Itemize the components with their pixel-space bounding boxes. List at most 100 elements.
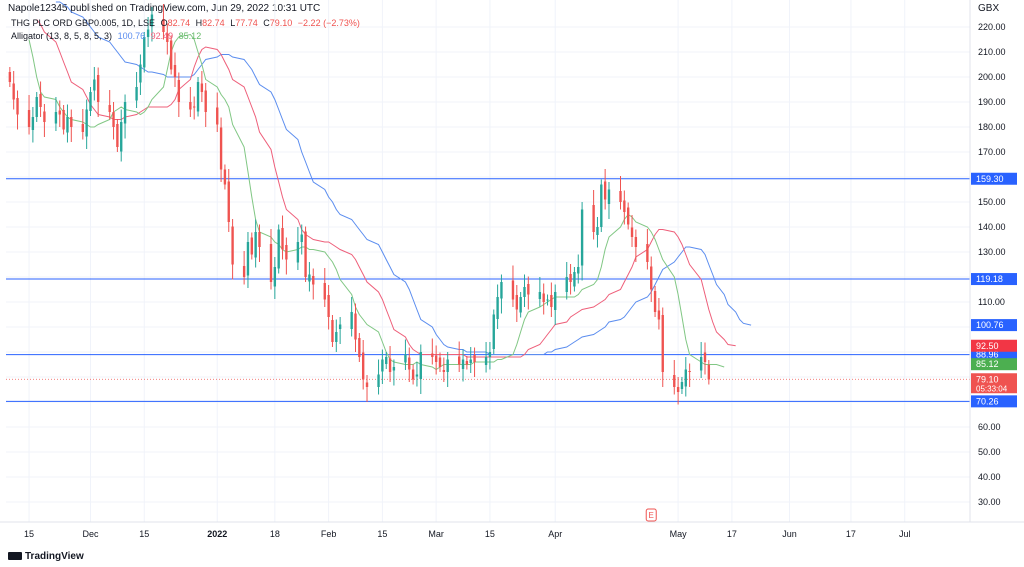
candle[interactable] bbox=[438, 352, 442, 373]
candle[interactable] bbox=[354, 303, 357, 353]
candle[interactable] bbox=[108, 90, 111, 120]
candle[interactable] bbox=[8, 67, 12, 87]
candle[interactable] bbox=[231, 219, 234, 280]
candle[interactable] bbox=[116, 119, 119, 152]
candle[interactable] bbox=[523, 274, 526, 308]
candle[interactable] bbox=[162, 4, 165, 40]
candle[interactable] bbox=[327, 285, 330, 330]
candle[interactable] bbox=[688, 363, 691, 388]
candle[interactable] bbox=[96, 67, 100, 118]
candle[interactable] bbox=[338, 317, 342, 344]
candle[interactable] bbox=[308, 262, 311, 292]
candle[interactable] bbox=[120, 109, 123, 162]
candle[interactable] bbox=[381, 349, 384, 385]
candle[interactable] bbox=[603, 169, 607, 210]
candle[interactable] bbox=[388, 346, 392, 382]
candle[interactable] bbox=[335, 319, 338, 353]
candle[interactable] bbox=[139, 54, 142, 96]
candle[interactable] bbox=[607, 182, 611, 219]
candle[interactable] bbox=[365, 375, 369, 402]
candle[interactable] bbox=[89, 87, 92, 116]
candle[interactable] bbox=[542, 283, 545, 315]
candle[interactable] bbox=[62, 105, 65, 135]
candle[interactable] bbox=[12, 71, 15, 110]
candle[interactable] bbox=[173, 52, 177, 88]
candle[interactable] bbox=[246, 232, 250, 288]
candle[interactable] bbox=[515, 285, 518, 322]
candle[interactable] bbox=[434, 345, 438, 375]
candle[interactable] bbox=[361, 340, 365, 390]
candle[interactable] bbox=[408, 347, 411, 383]
candle[interactable] bbox=[592, 190, 595, 240]
candle[interactable] bbox=[350, 297, 353, 337]
candle[interactable] bbox=[626, 202, 630, 230]
candle[interactable] bbox=[554, 284, 557, 326]
candle[interactable] bbox=[39, 81, 42, 118]
candle[interactable] bbox=[676, 377, 680, 405]
candle[interactable] bbox=[492, 309, 495, 355]
candle[interactable] bbox=[223, 164, 227, 190]
candle[interactable] bbox=[630, 215, 634, 247]
candle[interactable] bbox=[469, 347, 472, 373]
candle[interactable] bbox=[93, 67, 96, 101]
candle[interactable] bbox=[623, 190, 626, 225]
candle[interactable] bbox=[500, 274, 503, 314]
candle[interactable] bbox=[446, 352, 449, 387]
candle[interactable] bbox=[196, 77, 200, 117]
candle[interactable] bbox=[312, 268, 315, 300]
candle[interactable] bbox=[415, 362, 419, 387]
candle[interactable] bbox=[216, 92, 219, 133]
candle[interactable] bbox=[254, 219, 257, 268]
candle[interactable] bbox=[143, 32, 146, 73]
candle[interactable] bbox=[573, 267, 576, 292]
candle[interactable] bbox=[442, 357, 446, 383]
candle[interactable] bbox=[169, 35, 173, 75]
candle[interactable] bbox=[684, 357, 687, 397]
candle[interactable] bbox=[200, 71, 204, 102]
candle[interactable] bbox=[219, 117, 223, 183]
candle[interactable] bbox=[43, 104, 46, 137]
candle[interactable] bbox=[699, 342, 703, 378]
candle[interactable] bbox=[258, 224, 261, 263]
candle[interactable] bbox=[650, 256, 653, 303]
candle[interactable] bbox=[458, 341, 461, 373]
candle[interactable] bbox=[85, 99, 88, 150]
candle[interactable] bbox=[31, 107, 35, 143]
candle[interactable] bbox=[673, 360, 676, 395]
candle[interactable] bbox=[419, 344, 422, 395]
candle[interactable] bbox=[193, 96, 196, 120]
earnings-marker-icon[interactable] bbox=[645, 508, 657, 522]
candle[interactable] bbox=[600, 179, 603, 233]
candle[interactable] bbox=[680, 377, 684, 394]
candle[interactable] bbox=[707, 360, 711, 385]
candle[interactable] bbox=[27, 95, 31, 135]
candle[interactable] bbox=[377, 359, 380, 395]
candle[interactable] bbox=[580, 202, 584, 281]
candle[interactable] bbox=[546, 294, 549, 306]
candle[interactable] bbox=[204, 83, 207, 127]
candle[interactable] bbox=[177, 72, 181, 118]
candle[interactable] bbox=[70, 109, 73, 143]
candle[interactable] bbox=[273, 257, 277, 299]
candle[interactable] bbox=[35, 92, 38, 122]
candle[interactable] bbox=[66, 104, 69, 143]
candle[interactable] bbox=[281, 215, 284, 260]
candle[interactable] bbox=[703, 342, 707, 375]
candle[interactable] bbox=[519, 292, 522, 318]
candle[interactable] bbox=[411, 364, 415, 385]
horizontal-levels[interactable] bbox=[6, 178, 970, 402]
candle[interactable] bbox=[661, 307, 664, 388]
candle[interactable] bbox=[385, 352, 388, 369]
candle[interactable] bbox=[166, 23, 169, 55]
candle[interactable] bbox=[269, 229, 273, 290]
candle[interactable] bbox=[150, 7, 154, 42]
candle[interactable] bbox=[404, 339, 407, 371]
candle[interactable] bbox=[473, 347, 476, 378]
candle[interactable] bbox=[296, 227, 300, 270]
candle[interactable] bbox=[634, 229, 638, 263]
candle[interactable] bbox=[146, 17, 150, 47]
candle[interactable] bbox=[657, 298, 661, 330]
candle[interactable] bbox=[227, 169, 230, 232]
candle[interactable] bbox=[331, 315, 334, 347]
candle[interactable] bbox=[461, 349, 465, 382]
